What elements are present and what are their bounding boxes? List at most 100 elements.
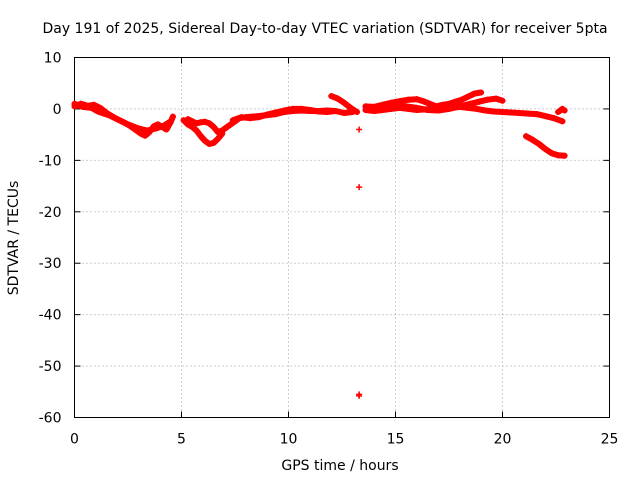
tick-labels: 0 5 10 15 20 25 -60 -50 -40 -30 -20 -10 0 10 xyxy=(39,51,619,448)
data-point xyxy=(529,136,536,143)
data-point xyxy=(383,104,390,111)
data-point xyxy=(281,107,288,114)
data-point xyxy=(246,115,253,122)
data-point xyxy=(114,116,121,123)
data-point xyxy=(197,133,204,140)
y-tick-label: -60 xyxy=(39,411,62,427)
data-point xyxy=(210,139,217,146)
data-point xyxy=(516,110,523,117)
data-point xyxy=(424,106,431,113)
x-tick-label: 10 xyxy=(280,432,298,448)
data-point xyxy=(142,132,149,139)
data-point xyxy=(332,107,339,114)
data-point xyxy=(227,121,234,128)
data-point xyxy=(456,103,463,110)
data-point xyxy=(272,109,279,116)
data-point xyxy=(379,101,386,108)
data-point xyxy=(289,105,296,112)
data-point xyxy=(533,111,540,118)
data-point xyxy=(473,105,480,112)
data-point xyxy=(484,96,491,103)
data-point xyxy=(490,108,497,115)
data-point xyxy=(555,109,562,116)
y-tick-label: 0 xyxy=(53,102,62,118)
data-point xyxy=(542,113,549,120)
data-point xyxy=(95,108,102,115)
data-point xyxy=(561,107,568,114)
data-point xyxy=(206,140,213,147)
data-point xyxy=(161,122,168,129)
x-axis-label: GPS time / hours xyxy=(281,458,398,474)
data-point xyxy=(371,103,378,110)
data-point xyxy=(356,392,363,399)
data-point xyxy=(347,104,354,111)
data-trace xyxy=(180,117,226,147)
data-point xyxy=(210,123,217,130)
y-tick-label: -10 xyxy=(39,153,62,169)
chart-title: Day 191 of 2025, Sidereal Day-to-day VTE… xyxy=(42,21,607,37)
plot-frame xyxy=(74,57,610,418)
data-point xyxy=(467,100,474,107)
x-tick-label: 20 xyxy=(494,432,512,448)
data-point xyxy=(214,129,221,136)
data-points xyxy=(71,89,568,399)
data-point xyxy=(214,135,221,142)
data-point xyxy=(152,125,159,132)
data-point xyxy=(458,96,465,103)
data-point xyxy=(144,127,151,134)
data-point xyxy=(334,95,341,102)
data-point xyxy=(356,126,363,133)
data-point xyxy=(493,95,500,102)
data-point xyxy=(550,115,557,122)
x-tick-label: 5 xyxy=(177,432,186,448)
data-point xyxy=(341,99,348,106)
data-point xyxy=(523,133,530,140)
data-point xyxy=(202,137,209,144)
data-point xyxy=(508,109,515,116)
data-point xyxy=(264,111,271,118)
data-point xyxy=(189,118,196,125)
data-point xyxy=(392,102,399,109)
data-point xyxy=(238,114,245,121)
data-point xyxy=(315,108,322,115)
data-point xyxy=(420,98,427,105)
data-point xyxy=(482,107,489,114)
data-point xyxy=(362,103,369,110)
x-tick-label: 15 xyxy=(387,432,405,448)
data-point xyxy=(353,109,360,116)
data-point xyxy=(465,93,472,100)
data-point xyxy=(446,100,452,107)
data-point xyxy=(446,105,452,112)
grid-lines xyxy=(74,57,610,418)
data-point xyxy=(298,105,305,112)
data-point xyxy=(125,121,131,128)
data-point xyxy=(306,106,313,113)
data-point xyxy=(548,150,555,157)
data-point xyxy=(255,114,262,121)
data-point xyxy=(413,96,420,103)
data-point xyxy=(105,112,112,119)
data-point xyxy=(555,152,562,159)
data-point xyxy=(193,120,200,127)
data-point xyxy=(169,113,176,120)
data-point xyxy=(471,90,478,97)
data-point xyxy=(499,97,506,104)
data-point xyxy=(439,101,446,108)
y-tick-label: -50 xyxy=(39,359,62,375)
y-tick-label: -20 xyxy=(39,205,62,221)
data-point xyxy=(535,140,542,147)
data-point xyxy=(71,100,78,107)
y-tick-label: -40 xyxy=(39,308,62,324)
data-point xyxy=(189,123,196,130)
data-point xyxy=(379,106,386,113)
data-point xyxy=(413,104,420,111)
y-axis-label: SDTVAR / TECUs xyxy=(6,181,22,296)
x-tick-label: 25 xyxy=(601,432,619,448)
data-point xyxy=(184,116,191,123)
data-point xyxy=(193,127,200,134)
data-point xyxy=(561,152,568,159)
data-point xyxy=(88,104,95,111)
data-point xyxy=(328,93,335,100)
data-point xyxy=(426,100,433,107)
